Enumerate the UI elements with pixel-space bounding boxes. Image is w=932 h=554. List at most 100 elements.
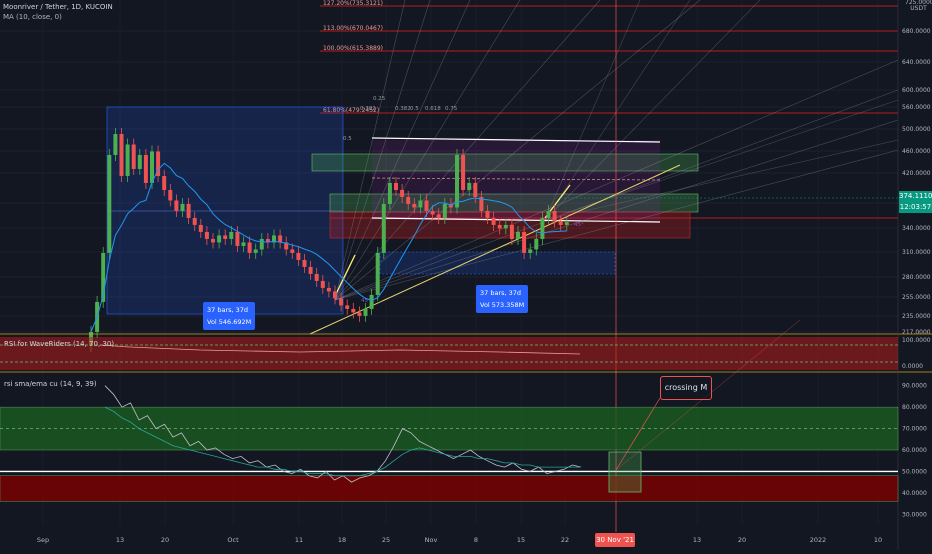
time-tick-label: 11 <box>295 536 303 544</box>
candle-body <box>278 235 283 243</box>
candle-body <box>546 210 551 218</box>
candle-body <box>211 238 215 243</box>
candle-body <box>247 242 252 253</box>
bar-countdown: 12:03:57 <box>899 203 932 211</box>
price-tick-label: 640.0000 <box>902 59 931 66</box>
price-tick-label: 460.0000 <box>902 148 931 155</box>
sma-series-line <box>104 406 581 477</box>
sma-tick-label: 40.0000 <box>902 490 927 497</box>
time-tick-label: 13 <box>693 536 701 544</box>
candle-body <box>534 238 539 250</box>
candle-body <box>479 196 484 211</box>
sma-tick-label: 70.0000 <box>902 426 927 433</box>
time-tick-label: 13 <box>116 536 124 544</box>
callout-pointer <box>615 397 661 471</box>
price-tick-label: 560.0000 <box>902 104 931 111</box>
candle-body <box>326 287 331 292</box>
candle-body <box>381 203 386 253</box>
fib-level-label: 61.80%(479.2452) <box>323 107 379 114</box>
candle-body <box>241 242 246 246</box>
candle-body <box>369 294 374 309</box>
candle-body <box>430 210 435 215</box>
candle-body <box>223 235 228 239</box>
price-tick-label: 280.0000 <box>902 274 931 281</box>
time-tick-label: Oct <box>227 536 239 544</box>
range-bars-1: 37 bars, 37d <box>207 306 249 314</box>
time-tick-label: 2022 <box>810 536 827 544</box>
candle-body <box>253 249 258 253</box>
candle-body <box>320 280 325 288</box>
current-price: 374.1110 <box>899 192 932 200</box>
sma-tick-label: 90.0000 <box>902 383 927 390</box>
candle-body <box>168 189 173 201</box>
crossing-callout[interactable]: crossing M <box>660 376 712 400</box>
price-tick-label: 310.0000 <box>902 249 931 256</box>
symbol-title[interactable]: Moonriver / Tether, 1D, KUCOIN <box>3 3 113 11</box>
candle-body <box>314 273 319 281</box>
candle-body <box>467 182 472 190</box>
fan-ratio-label: 0.25 <box>373 96 386 102</box>
gann-fan-line <box>544 0 691 221</box>
time-tick-label: 22 <box>561 536 569 544</box>
price-tick-label: 235.0000 <box>902 313 931 320</box>
candle-body <box>516 231 520 239</box>
candle-body <box>150 151 154 183</box>
gann-fan-line <box>334 0 701 301</box>
candle-body <box>265 238 270 243</box>
gann-fan-line <box>334 0 471 301</box>
time-tick-label: 8 <box>474 536 478 544</box>
channel-mid-line <box>371 177 661 181</box>
sma-panel-label[interactable]: rsi sma/ema cu (14, 9, 39) <box>4 380 97 388</box>
range-info-box-1[interactable]: 37 bars, 37d Vol 546.692M <box>203 302 256 330</box>
candle-body <box>528 249 533 253</box>
candle-body <box>564 222 569 225</box>
candle-body <box>217 235 222 243</box>
candle-body <box>491 217 496 225</box>
price-tick-label: 340.0000 <box>902 225 931 232</box>
rsi-panel-label[interactable]: RSI for WaveRiders (14, 70, 30) <box>4 340 115 348</box>
candle-body <box>162 175 167 190</box>
candle-body <box>503 224 508 229</box>
candle-body <box>558 221 563 225</box>
candle-body <box>192 217 197 225</box>
candle-body <box>412 203 417 208</box>
time-tick-label: Sep <box>37 536 49 544</box>
candle-body <box>522 231 527 253</box>
price-tick-label: 600.0000 <box>902 87 931 94</box>
gann-fan-line <box>334 119 899 301</box>
current-price-badge: 374.1110 12:03:57 <box>899 191 932 213</box>
candle-body <box>333 291 337 299</box>
trend-line-short <box>334 254 356 297</box>
supply-zone <box>311 153 699 172</box>
candle-body <box>284 242 289 250</box>
candle-body <box>473 182 478 197</box>
candle-body <box>400 189 405 197</box>
gann-fan-line <box>334 0 521 301</box>
candle-body <box>156 151 161 176</box>
fan-ratio-label: 0.618 <box>425 106 441 112</box>
rsi-background <box>0 337 898 370</box>
candle-body <box>204 231 209 239</box>
candle-body <box>180 203 185 211</box>
gann-fan-line <box>334 59 899 301</box>
candle-body <box>302 259 307 267</box>
ma-indicator-label[interactable]: MA (10, close, 0) <box>3 13 62 21</box>
candle-body <box>174 200 179 211</box>
axis-currency: USDT <box>910 5 927 12</box>
candle-body <box>113 134 118 155</box>
range-info-box-2[interactable]: 37 bars, 37d Vol 573.358M <box>476 285 529 313</box>
projection-box <box>379 251 616 275</box>
candle-body <box>406 196 411 204</box>
date-range-box <box>106 106 344 315</box>
candle-body <box>509 224 514 239</box>
channel-bottom-line <box>371 217 661 223</box>
channel-top-line <box>371 137 661 143</box>
candle-body <box>375 252 380 295</box>
gann-fan-line <box>544 0 761 221</box>
fib-level-label: 127.20%(735.3121) <box>323 0 383 7</box>
candle-body <box>351 308 356 313</box>
candle-body <box>101 252 106 302</box>
fib-level-label: 113.00%(670.0467) <box>323 25 383 32</box>
